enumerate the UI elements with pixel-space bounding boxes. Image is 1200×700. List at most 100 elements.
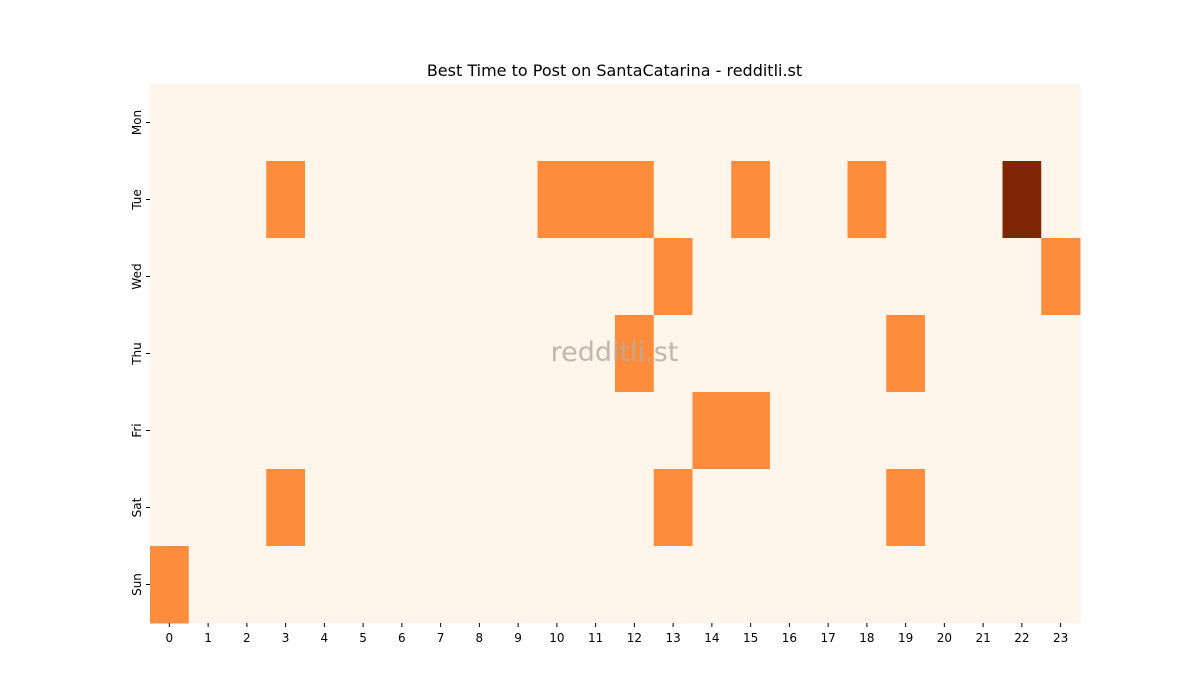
heatmap-cell — [886, 315, 926, 393]
heatmap-cell — [150, 315, 190, 393]
heatmap-cell — [615, 238, 655, 316]
heatmap-cell — [305, 392, 345, 470]
heatmap-cell — [847, 469, 887, 547]
heatmap-cells — [150, 84, 1081, 624]
heatmap-cell — [692, 315, 732, 393]
heatmap-cell — [886, 469, 926, 547]
heatmap-cell — [731, 161, 771, 239]
heatmap-cell — [692, 469, 732, 547]
heatmap-cell — [382, 161, 422, 239]
heatmap-cell — [731, 84, 771, 162]
heatmap-cell — [498, 161, 538, 239]
heatmap-cell — [188, 546, 228, 624]
heatmap-cell — [963, 315, 1003, 393]
x-tick-label: 15 — [743, 631, 758, 645]
heatmap-cell — [925, 315, 965, 393]
y-tick-label: Fri — [130, 423, 144, 437]
heatmap-cell — [188, 315, 228, 393]
x-tick-label: 11 — [588, 631, 603, 645]
heatmap-cell — [188, 238, 228, 316]
heatmap-cell — [653, 392, 693, 470]
heatmap-cell — [1041, 84, 1081, 162]
heatmap-cell — [1041, 315, 1081, 393]
heatmap-cell — [615, 546, 655, 624]
y-tick-label: Tue — [130, 189, 144, 211]
heatmap-cell — [343, 469, 383, 547]
heatmap-cell — [653, 469, 693, 547]
heatmap-cell — [421, 546, 461, 624]
heatmap-cell — [266, 469, 306, 547]
heatmap-cell — [576, 238, 616, 316]
heatmap-cell — [421, 238, 461, 316]
heatmap-cell — [615, 161, 655, 239]
heatmap-cell — [343, 238, 383, 316]
heatmap-cell — [460, 238, 500, 316]
heatmap-cell — [305, 84, 345, 162]
heatmap-cell — [382, 392, 422, 470]
heatmap-cell — [1002, 161, 1042, 239]
heatmap-cell — [808, 469, 848, 547]
heatmap-cell — [266, 392, 306, 470]
heatmap-cell — [305, 315, 345, 393]
heatmap-cell — [808, 238, 848, 316]
x-tick-label: 20 — [937, 631, 952, 645]
x-tick-label: 13 — [665, 631, 680, 645]
y-tick-label: Sat — [130, 497, 144, 517]
heatmap-cell — [1002, 469, 1042, 547]
heatmap-cell — [808, 161, 848, 239]
heatmap-cell — [615, 469, 655, 547]
x-tick-label: 3 — [282, 631, 290, 645]
x-tick-label: 23 — [1053, 631, 1068, 645]
heatmap-cell — [886, 546, 926, 624]
x-tick-label: 14 — [704, 631, 719, 645]
heatmap-cell — [460, 546, 500, 624]
x-tick-label: 1 — [204, 631, 212, 645]
y-tick-label: Mon — [130, 110, 144, 135]
heatmap-cell — [770, 84, 810, 162]
heatmap-cell — [770, 469, 810, 547]
heatmap-cell — [343, 392, 383, 470]
chart-title: Best Time to Post on SantaCatarina - red… — [427, 61, 802, 80]
heatmap-cell — [460, 315, 500, 393]
x-tick-label: 16 — [782, 631, 797, 645]
heatmap-cell — [963, 546, 1003, 624]
heatmap-cell — [266, 84, 306, 162]
heatmap-cell — [227, 392, 267, 470]
heatmap-cell — [305, 161, 345, 239]
heatmap-cell — [653, 546, 693, 624]
heatmap-cell — [576, 161, 616, 239]
heatmap-cell — [731, 315, 771, 393]
heatmap-cell — [692, 392, 732, 470]
heatmap-cell — [770, 546, 810, 624]
heatmap-cell — [537, 238, 577, 316]
heatmap-cell — [847, 84, 887, 162]
heatmap-cell — [963, 84, 1003, 162]
heatmap-cell — [808, 392, 848, 470]
x-tick-label: 22 — [1014, 631, 1029, 645]
heatmap-cell — [266, 315, 306, 393]
heatmap-cell — [537, 161, 577, 239]
heatmap-cell — [886, 84, 926, 162]
heatmap-cell — [576, 546, 616, 624]
heatmap-cell — [498, 392, 538, 470]
heatmap-cell — [421, 161, 461, 239]
x-tick-label: 0 — [166, 631, 174, 645]
heatmap-cell — [1041, 392, 1081, 470]
heatmap-cell — [925, 84, 965, 162]
heatmap-cell — [227, 315, 267, 393]
heatmap-cell — [305, 469, 345, 547]
heatmap-cell — [925, 392, 965, 470]
heatmap-cell — [343, 546, 383, 624]
heatmap-cell — [1002, 238, 1042, 316]
heatmap-cell — [227, 238, 267, 316]
heatmap-cell — [266, 161, 306, 239]
heatmap-cell — [227, 161, 267, 239]
heatmap-cell — [537, 84, 577, 162]
x-tick-label: 10 — [549, 631, 564, 645]
heatmap-cell — [731, 546, 771, 624]
heatmap-cell — [770, 315, 810, 393]
heatmap-cell — [1041, 546, 1081, 624]
heatmap-cell — [886, 161, 926, 239]
x-tick-label: 18 — [859, 631, 874, 645]
heatmap-cell — [537, 392, 577, 470]
